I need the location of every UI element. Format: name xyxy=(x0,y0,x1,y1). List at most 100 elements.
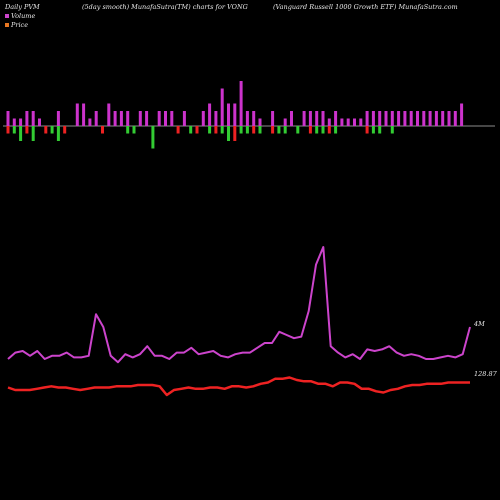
volume-bar-up xyxy=(119,111,123,126)
volume-bar-down xyxy=(208,126,212,134)
legend-volume-label: Volume xyxy=(11,12,36,20)
price-line xyxy=(7,376,470,397)
volume-bar-up xyxy=(38,118,41,126)
volume-bar-up xyxy=(214,111,218,126)
volume-bar-up xyxy=(245,111,249,126)
volume-bar-up xyxy=(378,111,382,126)
volume-bar-up xyxy=(346,118,350,126)
volume-bar-up xyxy=(453,111,457,126)
volume-bar-up xyxy=(25,111,29,126)
volume-bar-up xyxy=(19,118,23,126)
volume-bar-down xyxy=(189,126,193,134)
volume-bar-up xyxy=(390,111,394,126)
volume-bar-up xyxy=(290,111,293,126)
legend-price-label: Price xyxy=(11,21,29,29)
legend-volume: Volume xyxy=(5,12,35,20)
volume-bar-up xyxy=(371,111,375,126)
volume-bar-down xyxy=(371,126,375,134)
volume-value-label: 4M xyxy=(474,320,485,328)
volume-bar-up xyxy=(308,111,312,126)
header-right: (Vanguard Russell 1000 Growth ETF) Munaf… xyxy=(273,3,458,11)
volume-bar-down xyxy=(50,126,54,134)
volume-bar-up xyxy=(170,111,174,126)
volume-bar-up xyxy=(252,111,256,126)
volume-bar-up xyxy=(403,111,407,126)
volume-bar-up xyxy=(365,111,369,126)
volume-bar-up xyxy=(441,111,445,126)
header-middle: (5day smooth) MunafaSutra(TM) charts for… xyxy=(82,3,248,11)
volume-bar-down xyxy=(25,126,29,134)
volume-bar-up xyxy=(353,118,356,126)
volume-bar-down xyxy=(365,126,369,134)
price-value-label: 128.87 xyxy=(474,370,497,378)
volume-bar-down xyxy=(31,126,35,141)
volume-bar-up xyxy=(239,81,243,126)
volume-bar-down xyxy=(63,126,67,134)
volume-bar-down xyxy=(126,126,130,134)
volume-bar-down xyxy=(151,126,155,149)
volume-bar-up xyxy=(409,111,413,126)
legend-price: Price xyxy=(5,21,28,29)
volume-bar-up xyxy=(460,103,464,126)
volume-bar-down xyxy=(12,126,16,134)
volume-bar-up xyxy=(258,118,262,126)
volume-bar-up xyxy=(88,118,92,126)
volume-bar-down xyxy=(321,126,325,134)
volume-bar-down xyxy=(233,126,237,141)
volume-bar-down xyxy=(315,126,319,134)
volume-bar-down xyxy=(334,126,338,134)
volume-bar-down xyxy=(56,126,60,141)
volume-bar-up xyxy=(138,111,142,126)
volume-bar-up xyxy=(271,111,275,126)
volume-bar-up xyxy=(315,111,319,126)
volume-bar-down xyxy=(220,126,224,134)
volume-bar-down xyxy=(132,126,136,134)
volume-bar-down xyxy=(195,126,199,134)
volume-bar-down xyxy=(296,126,300,134)
volume-bar-up xyxy=(327,118,331,126)
legend-volume-swatch xyxy=(5,14,9,18)
volume-bar-down xyxy=(44,126,48,134)
volume-bar-down xyxy=(271,126,275,134)
volume-bar-down xyxy=(252,126,256,134)
volume-bar-up xyxy=(164,111,167,126)
volume-bar-down xyxy=(214,126,218,134)
volume-bar-up xyxy=(31,111,35,126)
volume-bar-up xyxy=(227,103,230,126)
volume-bar-down xyxy=(378,126,382,134)
volume-bar-down xyxy=(227,126,230,141)
volume-bar-down xyxy=(6,126,10,134)
volume-bar-up xyxy=(384,111,388,126)
volume-bar-down xyxy=(176,126,180,134)
volume-bar-down xyxy=(308,126,312,134)
pvm-bars xyxy=(6,81,464,149)
volume-bar-up xyxy=(107,103,111,126)
volume-bar-up xyxy=(340,118,344,126)
volume-bar-up xyxy=(334,111,338,126)
legend-price-swatch xyxy=(5,23,9,27)
volume-bar-up xyxy=(283,118,287,126)
volume-bar-down xyxy=(327,126,331,134)
volume-bar-up xyxy=(208,103,212,126)
volume-bar-up xyxy=(321,111,325,126)
volume-bar-up xyxy=(428,111,432,126)
volume-bar-up xyxy=(233,103,237,126)
volume-bar-up xyxy=(126,111,130,126)
volume-bar-up xyxy=(422,111,426,126)
volume-bar-up xyxy=(416,111,419,126)
header-left: Daily PVM xyxy=(5,3,40,11)
volume-bar-up xyxy=(434,111,438,126)
volume-bar-up xyxy=(82,103,86,126)
volume-bar-down xyxy=(245,126,249,134)
volume-line xyxy=(7,246,471,364)
volume-bar-up xyxy=(56,111,60,126)
volume-bar-up xyxy=(113,111,117,126)
volume-bar-up xyxy=(75,103,79,126)
volume-bar-up xyxy=(6,111,10,126)
volume-bar-down xyxy=(390,126,394,134)
volume-bar-down xyxy=(277,126,281,134)
volume-bar-down xyxy=(19,126,23,141)
volume-bar-down xyxy=(283,126,287,134)
volume-bar-up xyxy=(94,111,98,126)
